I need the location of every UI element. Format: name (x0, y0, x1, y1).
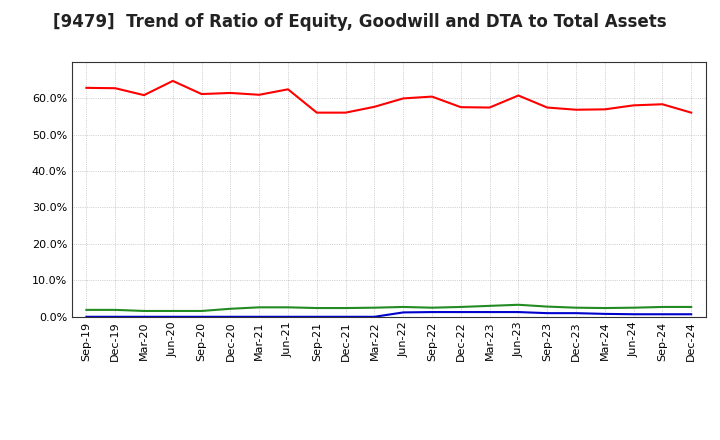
Goodwill (168, 314, 177, 319)
Equity (658, 102, 667, 107)
Goodwill (255, 314, 264, 319)
Goodwill (629, 312, 638, 317)
Deferred Tax Assets (370, 305, 379, 310)
Deferred Tax Assets (284, 304, 292, 310)
Deferred Tax Assets (514, 302, 523, 308)
Goodwill (428, 309, 436, 315)
Goodwill (687, 312, 696, 317)
Goodwill (572, 311, 580, 316)
Deferred Tax Assets (312, 305, 321, 311)
Deferred Tax Assets (687, 304, 696, 310)
Deferred Tax Assets (111, 307, 120, 312)
Equity (428, 94, 436, 99)
Line: Deferred Tax Assets: Deferred Tax Assets (86, 305, 691, 311)
Deferred Tax Assets (629, 305, 638, 310)
Deferred Tax Assets (226, 306, 235, 312)
Goodwill (485, 309, 494, 315)
Goodwill (197, 314, 206, 319)
Deferred Tax Assets (168, 308, 177, 314)
Goodwill (111, 314, 120, 319)
Deferred Tax Assets (543, 304, 552, 309)
Deferred Tax Assets (197, 308, 206, 314)
Equity (543, 105, 552, 110)
Goodwill (312, 314, 321, 319)
Equity (284, 87, 292, 92)
Deferred Tax Assets (399, 304, 408, 310)
Equity (255, 92, 264, 97)
Line: Equity: Equity (86, 81, 691, 113)
Deferred Tax Assets (658, 304, 667, 310)
Equity (341, 110, 350, 115)
Deferred Tax Assets (341, 305, 350, 311)
Equity (82, 85, 91, 91)
Equity (687, 110, 696, 115)
Equity (456, 105, 465, 110)
Goodwill (370, 314, 379, 319)
Goodwill (543, 311, 552, 316)
Equity (111, 85, 120, 91)
Goodwill (140, 314, 148, 319)
Line: Goodwill: Goodwill (86, 312, 691, 317)
Equity (312, 110, 321, 115)
Text: [9479]  Trend of Ratio of Equity, Goodwill and DTA to Total Assets: [9479] Trend of Ratio of Equity, Goodwil… (53, 13, 667, 31)
Goodwill (399, 310, 408, 315)
Deferred Tax Assets (428, 305, 436, 310)
Equity (370, 104, 379, 110)
Equity (485, 105, 494, 110)
Equity (600, 107, 609, 112)
Goodwill (82, 314, 91, 319)
Equity (399, 96, 408, 101)
Equity (572, 107, 580, 112)
Deferred Tax Assets (82, 307, 91, 312)
Deferred Tax Assets (572, 305, 580, 310)
Deferred Tax Assets (600, 305, 609, 311)
Goodwill (658, 312, 667, 317)
Goodwill (514, 309, 523, 315)
Goodwill (284, 314, 292, 319)
Equity (629, 103, 638, 108)
Equity (514, 93, 523, 98)
Equity (197, 92, 206, 97)
Deferred Tax Assets (485, 303, 494, 308)
Equity (226, 90, 235, 95)
Goodwill (456, 309, 465, 315)
Goodwill (341, 314, 350, 319)
Deferred Tax Assets (255, 304, 264, 310)
Equity (168, 78, 177, 84)
Goodwill (600, 311, 609, 316)
Deferred Tax Assets (140, 308, 148, 314)
Goodwill (226, 314, 235, 319)
Equity (140, 92, 148, 98)
Deferred Tax Assets (456, 304, 465, 310)
